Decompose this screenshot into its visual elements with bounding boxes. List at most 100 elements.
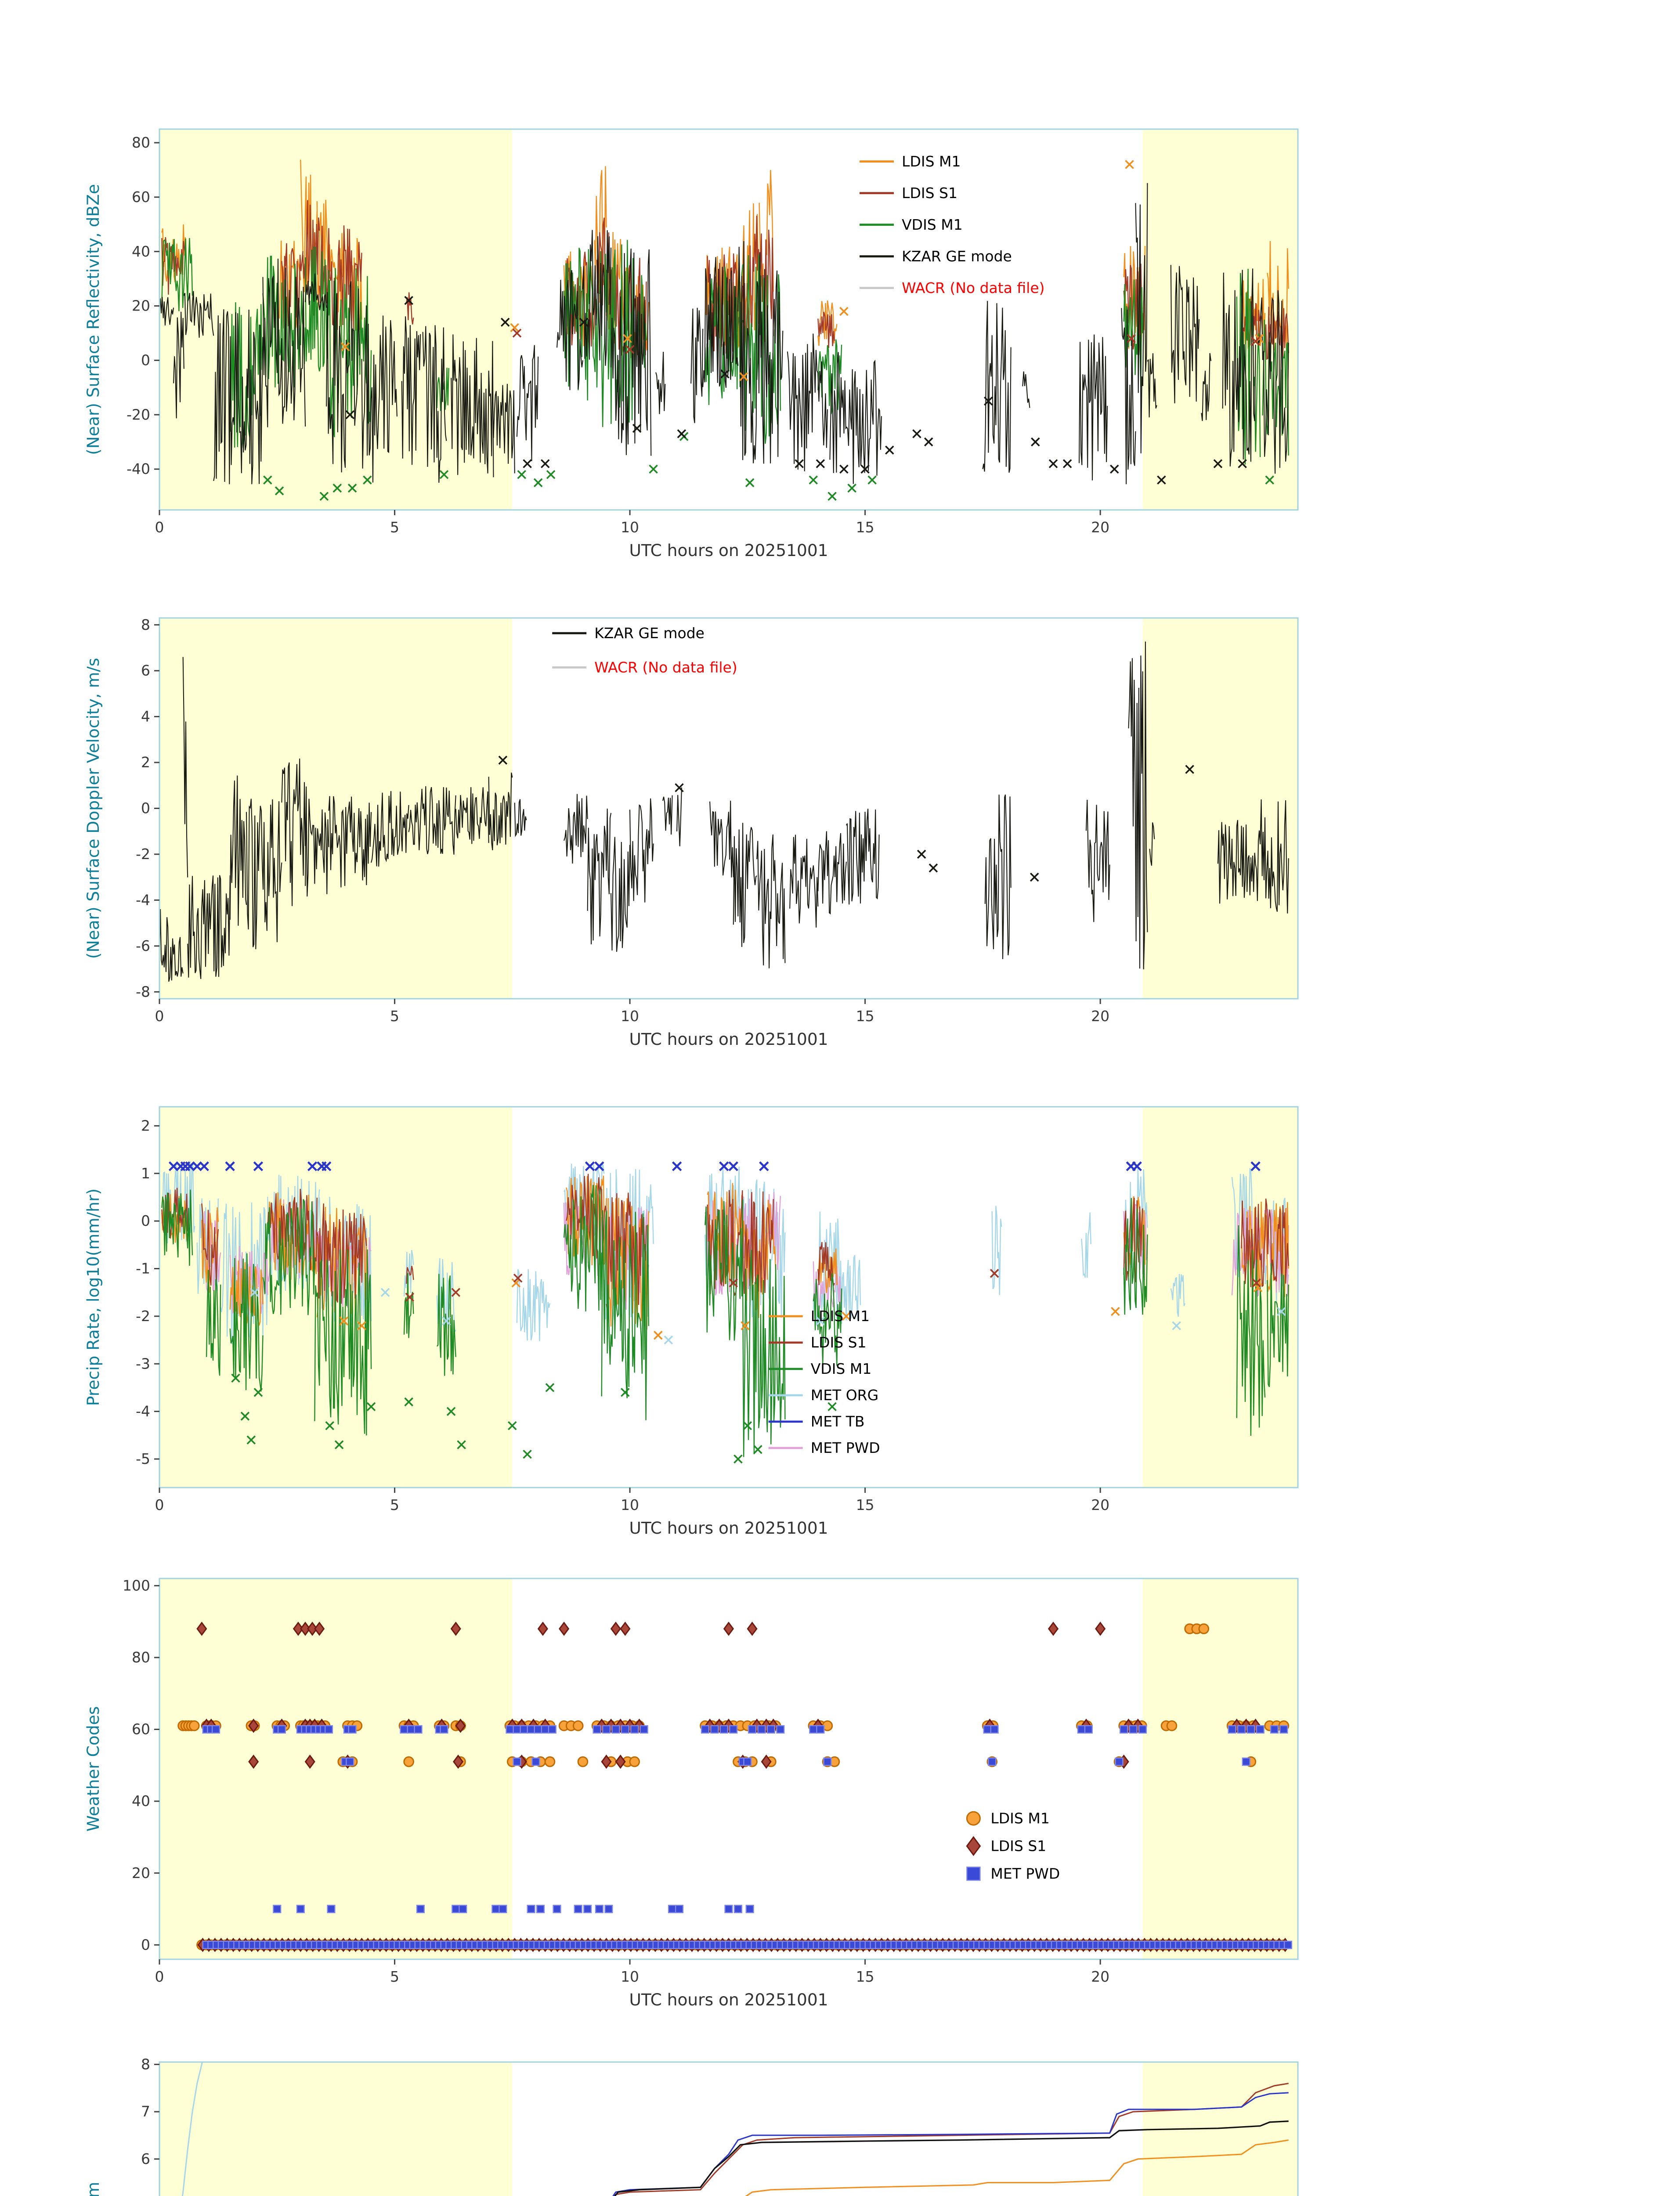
square-marker bbox=[520, 1725, 528, 1734]
diamond-marker bbox=[615, 1754, 626, 1769]
x-marker bbox=[545, 1383, 555, 1392]
diamond-marker bbox=[450, 1622, 461, 1636]
square-marker bbox=[348, 1725, 357, 1734]
circle-marker bbox=[577, 1756, 589, 1767]
square-marker bbox=[553, 1904, 561, 1914]
x-marker bbox=[1030, 872, 1039, 882]
diamond-marker bbox=[248, 1719, 259, 1733]
square-marker bbox=[548, 1725, 556, 1734]
square-marker bbox=[604, 1904, 613, 1914]
legend-label: LDIS S1 bbox=[902, 184, 957, 202]
axes-frame bbox=[159, 2061, 1299, 2196]
legend-label: LDIS S1 bbox=[990, 1837, 1046, 1854]
legend-label: WACR (No data file) bbox=[594, 659, 737, 676]
diamond-marker bbox=[1048, 1622, 1059, 1636]
y-axis-label: (Near) Surface Reflectivity, dBZe bbox=[83, 184, 103, 455]
x-marker bbox=[513, 1273, 523, 1283]
square-marker bbox=[602, 1725, 611, 1734]
square-marker bbox=[675, 1904, 684, 1914]
series-kzar-ge bbox=[159, 183, 1289, 484]
x-marker bbox=[585, 1161, 595, 1171]
y-tick-label: -4 bbox=[136, 1403, 150, 1420]
x-marker bbox=[451, 1288, 461, 1297]
x-marker bbox=[357, 1321, 366, 1330]
y-tick-label: -5 bbox=[136, 1450, 150, 1467]
square-marker bbox=[724, 1904, 733, 1914]
x-marker bbox=[363, 475, 372, 485]
square-marker bbox=[574, 1904, 582, 1914]
x-marker bbox=[860, 464, 870, 474]
square-marker bbox=[988, 1757, 997, 1766]
panel-weather-codes: 0 5 10 15 20 0 20 40 60 80 100 Weather Codes UTC hou… bbox=[83, 1577, 1299, 2009]
series-ldis-s1-flags bbox=[405, 1269, 1261, 1302]
square-marker bbox=[809, 1725, 818, 1734]
x-marker bbox=[917, 849, 926, 859]
x-marker bbox=[192, 1161, 202, 1171]
plot-data bbox=[177, 1622, 1293, 1952]
plot-data bbox=[159, 159, 1289, 501]
y-axis-label: (Near) Surface Doppler Velocity, m/s bbox=[83, 658, 103, 959]
x-marker bbox=[816, 1316, 825, 1326]
square-marker bbox=[327, 1904, 336, 1914]
series-vdis-m1-flags bbox=[263, 432, 1275, 501]
plot-data bbox=[161, 1161, 1289, 1464]
x-marker bbox=[1048, 459, 1058, 468]
x-marker bbox=[827, 491, 837, 501]
circle-marker bbox=[188, 1720, 200, 1731]
y-tick-label: 0 bbox=[141, 1936, 150, 1953]
x-marker bbox=[380, 1288, 390, 1297]
x-marker bbox=[366, 1402, 376, 1412]
x-marker bbox=[240, 1412, 250, 1421]
x-marker bbox=[322, 1161, 332, 1171]
square-marker bbox=[823, 1757, 832, 1766]
panel-doppler-velocity: 0 5 10 15 20 -8 -6 -4 -2 0 2 4 6 8 (Near) Surface Dopp… bbox=[83, 616, 1299, 1049]
x-tick-label: 0 bbox=[155, 1968, 164, 1985]
y-tick-label: 8 bbox=[141, 616, 150, 633]
x-marker bbox=[1062, 459, 1072, 468]
x-tick-label: 15 bbox=[856, 1008, 874, 1025]
diamond-marker bbox=[196, 1622, 207, 1636]
x-marker bbox=[541, 459, 550, 468]
diamond-marker bbox=[761, 1754, 772, 1769]
square-marker bbox=[499, 1904, 507, 1914]
y-tick-label: -6 bbox=[136, 937, 150, 954]
square-marker bbox=[1115, 1757, 1124, 1766]
square-marker bbox=[1270, 1725, 1279, 1734]
x-marker bbox=[1031, 437, 1040, 447]
x-tick-label: 20 bbox=[1091, 1496, 1109, 1513]
x-marker bbox=[839, 307, 849, 316]
x-marker bbox=[1127, 334, 1136, 343]
axes-frame bbox=[159, 1106, 1299, 1488]
x-marker bbox=[1185, 765, 1194, 774]
x-marker bbox=[405, 1293, 415, 1302]
y-tick-label: 4 bbox=[141, 708, 150, 725]
square-marker bbox=[1256, 1725, 1265, 1734]
x-marker bbox=[246, 1435, 256, 1445]
y-tick-label: 60 bbox=[132, 1721, 150, 1738]
x-tick-label: 0 bbox=[155, 1496, 164, 1513]
series-pluvio-m1 bbox=[614, 2120, 1289, 2196]
x-marker bbox=[345, 410, 355, 419]
shaded-region bbox=[1142, 618, 1298, 999]
square-marker bbox=[745, 1904, 754, 1914]
square-marker bbox=[536, 1904, 545, 1914]
x-tick-label: 5 bbox=[390, 1008, 399, 1025]
y-tick-label: 40 bbox=[132, 243, 150, 260]
x-marker bbox=[511, 1278, 521, 1288]
axes-frame bbox=[159, 128, 1299, 511]
x-marker bbox=[1238, 459, 1247, 468]
axes-frame bbox=[159, 1578, 1299, 1960]
x-marker bbox=[500, 318, 510, 327]
x-marker bbox=[842, 1311, 851, 1321]
x-marker bbox=[1252, 1278, 1261, 1288]
diamond-marker bbox=[293, 1622, 304, 1636]
x-marker bbox=[498, 755, 508, 765]
series-kzar-flags bbox=[498, 755, 1194, 882]
legend: LDIS M1 LDIS S1 VDIS M1 KZAR GE mode WACR (N… bbox=[860, 153, 1045, 296]
x-marker bbox=[225, 1161, 235, 1171]
y-tick-label: -8 bbox=[136, 983, 150, 1000]
circle-marker bbox=[1198, 1623, 1210, 1634]
diamond-marker bbox=[314, 1622, 325, 1636]
square-marker bbox=[1237, 1725, 1246, 1734]
x-marker bbox=[649, 464, 658, 474]
